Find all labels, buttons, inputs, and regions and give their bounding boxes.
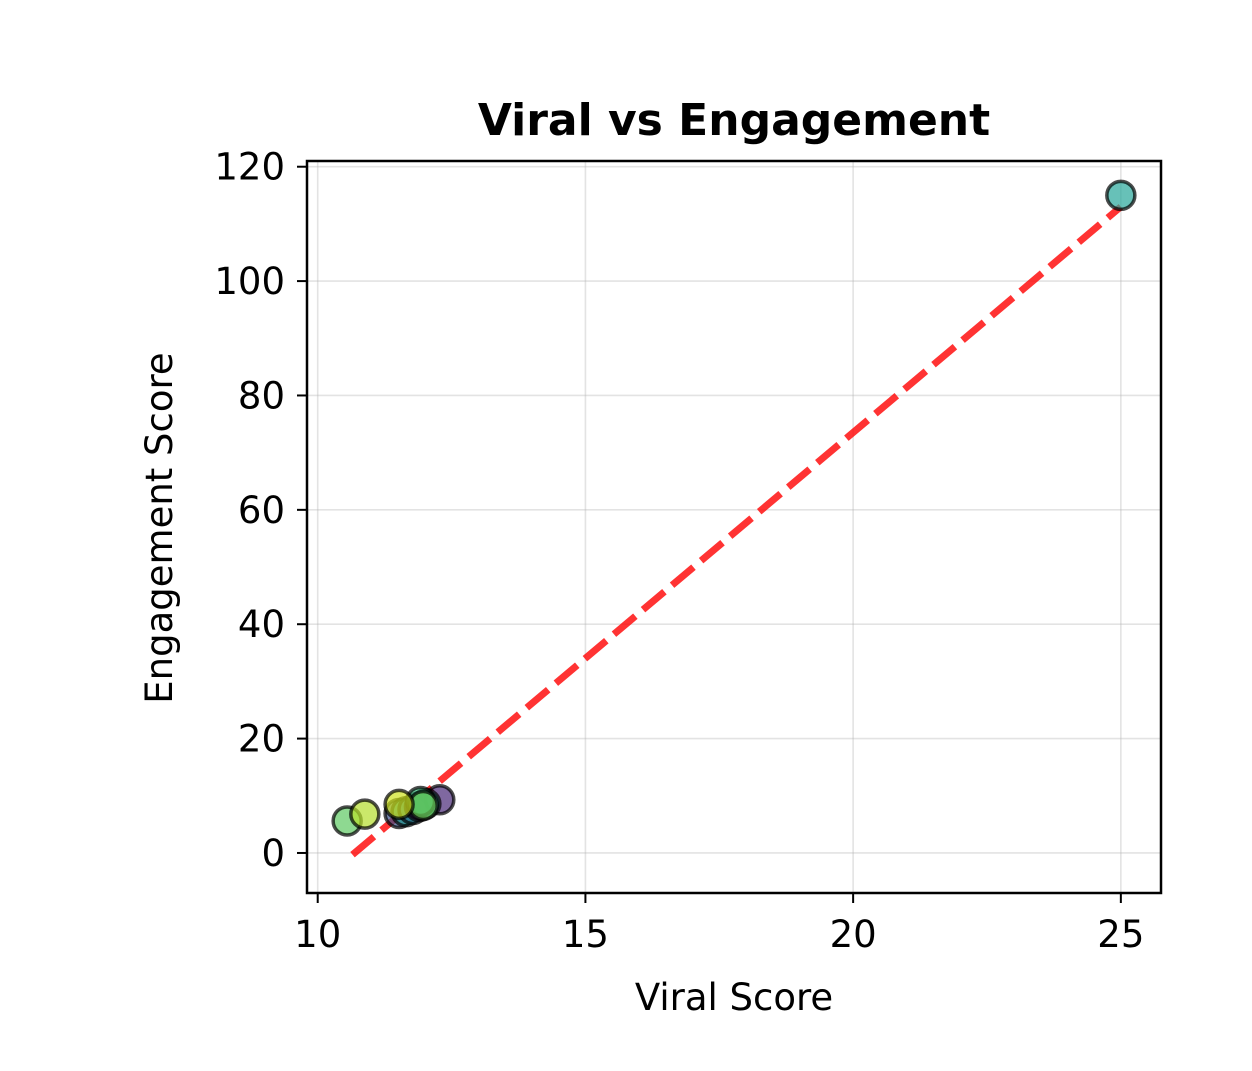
y-tick-label: 0 [261, 832, 285, 875]
axis-ticks: 10 15 20 25 0 20 40 60 80 100 120 [214, 146, 1144, 956]
y-tick-label: 80 [238, 374, 285, 417]
chart-title: Viral vs Engagement [478, 95, 990, 146]
y-axis-label: Engagement Score [138, 352, 181, 703]
y-tick-label: 120 [214, 146, 285, 189]
x-axis-label: Viral Score [635, 976, 833, 1019]
scatter-point [1105, 179, 1137, 212]
x-tick-label: 25 [1097, 913, 1144, 956]
y-tick-label: 100 [214, 260, 285, 303]
trend-line-layer [350, 204, 1124, 858]
x-tick-label: 20 [830, 913, 877, 956]
grid-lines [307, 161, 1161, 893]
y-tick-label: 20 [238, 718, 285, 761]
plot-frame [305, 159, 1163, 895]
scatter-points [331, 179, 1137, 837]
scatter-point [349, 798, 381, 830]
y-tick-label: 60 [238, 489, 285, 532]
x-tick-label: 10 [294, 913, 341, 956]
y-tick-label: 40 [238, 603, 285, 646]
scatter-point [383, 788, 415, 821]
x-tick-label: 15 [562, 913, 609, 956]
trend-line [350, 204, 1124, 858]
